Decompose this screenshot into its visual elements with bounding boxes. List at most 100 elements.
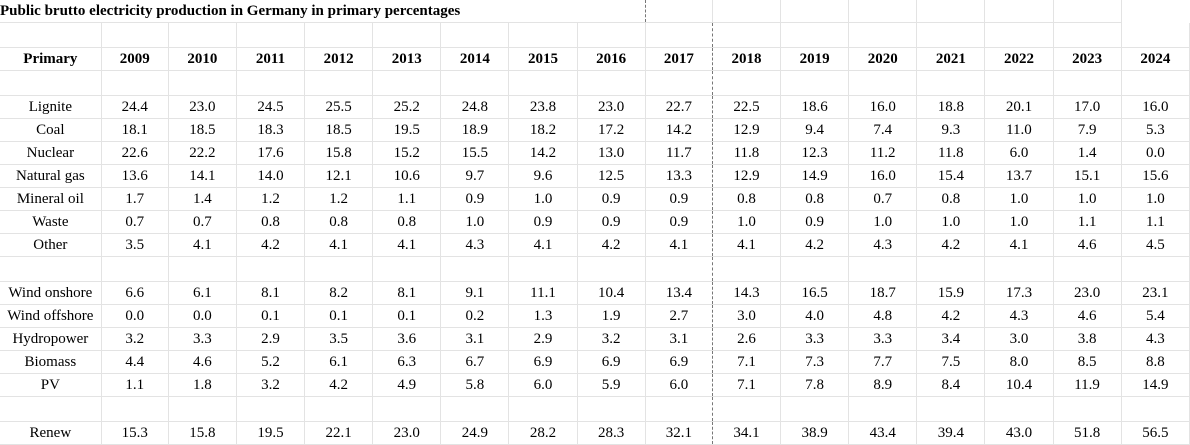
value-cell[interactable]: 16.0 <box>1121 95 1190 119</box>
value-cell[interactable]: 28.3 <box>577 421 646 445</box>
value-cell[interactable]: 0.8 <box>236 210 306 234</box>
value-cell[interactable]: 9.3 <box>916 118 986 142</box>
row-label-cell[interactable]: Lignite <box>0 95 102 119</box>
value-cell[interactable]: 4.4 <box>101 350 169 374</box>
value-cell[interactable]: 15.9 <box>916 281 986 305</box>
value-cell[interactable]: 0.9 <box>645 210 713 234</box>
row-label-cell[interactable]: Natural gas <box>0 164 102 188</box>
value-cell[interactable]: 15.8 <box>304 141 374 165</box>
value-cell[interactable]: 1.7 <box>101 187 169 211</box>
value-cell[interactable]: 18.9 <box>440 118 510 142</box>
empty-cell[interactable] <box>0 256 102 282</box>
empty-cell[interactable] <box>1053 0 1122 23</box>
value-cell[interactable]: 1.1 <box>372 187 442 211</box>
value-cell[interactable]: 1.0 <box>440 210 510 234</box>
value-cell[interactable]: 0.0 <box>168 304 237 328</box>
value-cell[interactable]: 0.1 <box>372 304 442 328</box>
value-cell[interactable]: 23.0 <box>1053 281 1122 305</box>
value-cell[interactable]: 23.0 <box>168 95 237 119</box>
value-cell[interactable]: 7.3 <box>780 350 850 374</box>
value-cell[interactable]: 12.1 <box>304 164 374 188</box>
value-cell[interactable]: 4.6 <box>1053 233 1122 257</box>
value-cell[interactable]: 0.1 <box>304 304 374 328</box>
value-cell[interactable]: 15.8 <box>168 421 237 445</box>
value-cell[interactable]: 0.8 <box>780 187 850 211</box>
empty-cell[interactable] <box>712 70 782 96</box>
empty-cell[interactable] <box>372 22 442 48</box>
value-cell[interactable]: 3.3 <box>168 327 237 351</box>
value-cell[interactable]: 14.1 <box>168 164 237 188</box>
value-cell[interactable]: 3.5 <box>304 327 374 351</box>
value-cell[interactable]: 1.0 <box>916 210 986 234</box>
empty-cell[interactable] <box>712 22 782 48</box>
value-cell[interactable]: 1.0 <box>508 187 578 211</box>
value-cell[interactable]: 4.2 <box>236 233 306 257</box>
row-label-cell[interactable]: PV <box>0 373 102 397</box>
empty-cell[interactable] <box>168 256 237 282</box>
value-cell[interactable]: 11.9 <box>1053 373 1122 397</box>
value-cell[interactable]: 0.7 <box>101 210 169 234</box>
value-cell[interactable]: 16.5 <box>780 281 850 305</box>
value-cell[interactable]: 1.0 <box>712 210 782 234</box>
empty-cell[interactable] <box>101 256 169 282</box>
value-cell[interactable]: 4.2 <box>304 373 374 397</box>
value-cell[interactable]: 14.3 <box>712 281 782 305</box>
value-cell[interactable]: 1.9 <box>577 304 646 328</box>
empty-cell[interactable] <box>1053 256 1122 282</box>
value-cell[interactable]: 9.7 <box>440 164 510 188</box>
empty-cell[interactable] <box>304 396 374 422</box>
empty-cell[interactable] <box>508 396 578 422</box>
value-cell[interactable]: 7.5 <box>916 350 986 374</box>
value-cell[interactable]: 5.3 <box>1121 118 1190 142</box>
value-cell[interactable]: 1.0 <box>848 210 918 234</box>
value-cell[interactable]: 4.3 <box>1121 327 1190 351</box>
row-label-cell[interactable]: Hydropower <box>0 327 102 351</box>
value-cell[interactable]: 11.0 <box>984 118 1054 142</box>
empty-cell[interactable] <box>848 70 918 96</box>
value-cell[interactable]: 22.5 <box>712 95 782 119</box>
empty-cell[interactable] <box>1053 22 1122 48</box>
value-cell[interactable]: 14.9 <box>1121 373 1190 397</box>
value-cell[interactable]: 22.7 <box>645 95 713 119</box>
value-cell[interactable]: 3.1 <box>645 327 713 351</box>
value-cell[interactable]: 9.1 <box>440 281 510 305</box>
empty-cell[interactable] <box>101 22 169 48</box>
year-header[interactable]: 2018 <box>712 47 782 71</box>
value-cell[interactable]: 7.8 <box>780 373 850 397</box>
value-cell[interactable]: 4.6 <box>168 350 237 374</box>
empty-cell[interactable] <box>848 396 918 422</box>
empty-cell[interactable] <box>577 396 646 422</box>
row-label-cell[interactable]: Wind onshore <box>0 281 102 305</box>
value-cell[interactable]: 6.9 <box>577 350 646 374</box>
value-cell[interactable]: 4.2 <box>577 233 646 257</box>
empty-cell[interactable] <box>0 22 102 48</box>
value-cell[interactable]: 2.9 <box>236 327 306 351</box>
value-cell[interactable]: 6.0 <box>508 373 578 397</box>
value-cell[interactable]: 24.8 <box>440 95 510 119</box>
value-cell[interactable]: 24.5 <box>236 95 306 119</box>
empty-cell[interactable] <box>780 396 850 422</box>
value-cell[interactable]: 0.8 <box>916 187 986 211</box>
value-cell[interactable]: 7.9 <box>1053 118 1122 142</box>
value-cell[interactable]: 13.0 <box>577 141 646 165</box>
value-cell[interactable]: 15.3 <box>101 421 169 445</box>
value-cell[interactable]: 14.2 <box>645 118 713 142</box>
value-cell[interactable]: 18.3 <box>236 118 306 142</box>
value-cell[interactable]: 9.6 <box>508 164 578 188</box>
value-cell[interactable]: 14.0 <box>236 164 306 188</box>
value-cell[interactable]: 4.3 <box>440 233 510 257</box>
value-cell[interactable]: 13.7 <box>984 164 1054 188</box>
value-cell[interactable]: 18.5 <box>168 118 237 142</box>
empty-cell[interactable] <box>645 256 713 282</box>
value-cell[interactable]: 0.9 <box>645 187 713 211</box>
value-cell[interactable]: 1.8 <box>168 373 237 397</box>
empty-cell[interactable] <box>984 256 1054 282</box>
value-cell[interactable]: 3.2 <box>236 373 306 397</box>
empty-cell[interactable] <box>780 22 850 48</box>
empty-cell[interactable] <box>984 396 1054 422</box>
empty-cell[interactable] <box>1121 22 1190 48</box>
value-cell[interactable]: 4.5 <box>1121 233 1190 257</box>
empty-cell[interactable] <box>916 396 986 422</box>
empty-cell[interactable] <box>304 256 374 282</box>
value-cell[interactable]: 0.1 <box>236 304 306 328</box>
